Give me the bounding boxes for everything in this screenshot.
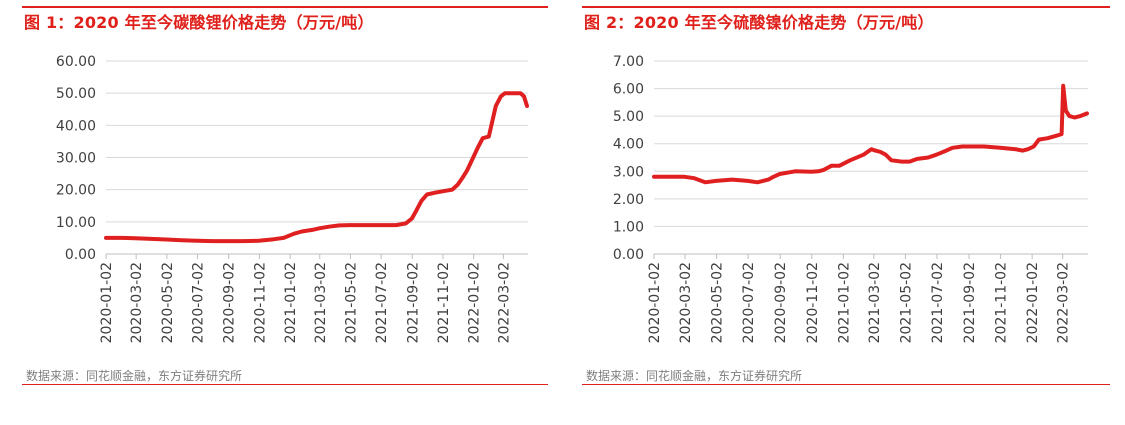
- y-tick-label: 30.00: [56, 151, 96, 167]
- x-tick-label: 2021-11-02: [436, 262, 452, 343]
- x-tick-label: 2022-01-02: [1025, 262, 1041, 343]
- x-tick-label: 2021-01-02: [836, 262, 852, 343]
- x-tick-label: 2020-09-02: [222, 262, 238, 343]
- x-tick-label: 2021-03-02: [867, 262, 883, 343]
- chart-title: 图 2：2020 年至今硫酸镍价格走势（万元/吨）: [584, 13, 934, 32]
- x-tick-label: 2020-03-02: [129, 262, 145, 343]
- x-tick-label: 2021-09-02: [962, 262, 978, 343]
- x-tick-label: 2021-09-02: [405, 262, 421, 343]
- y-tick-label: 4.00: [613, 137, 644, 153]
- x-tick-label: 2021-07-02: [374, 262, 390, 343]
- source-rule: [22, 384, 548, 385]
- x-tick-label: 2020-01-02: [99, 262, 115, 343]
- y-tick-label: 3.00: [613, 164, 644, 180]
- x-tick-label: 2020-07-02: [191, 262, 207, 343]
- source-note: 数据来源：同花顺金融，东方证券研究所: [26, 369, 243, 383]
- y-tick-label: 10.00: [56, 215, 96, 231]
- x-tick-label: 2020-07-02: [741, 262, 757, 343]
- y-tick-label: 6.00: [613, 82, 644, 98]
- x-tick-label: 2020-05-02: [710, 262, 726, 343]
- y-tick-label: 0.00: [65, 247, 96, 263]
- x-tick-label: 2021-01-02: [283, 262, 299, 343]
- source-note: 数据来源：同花顺金融，东方证券研究所: [586, 369, 803, 383]
- x-tick-label: 2021-11-02: [994, 262, 1010, 343]
- series-line: [652, 83, 1089, 185]
- y-tick-label: 40.00: [56, 118, 96, 134]
- chart-title: 图 1：2020 年至今碳酸锂价格走势（万元/吨）: [24, 13, 374, 32]
- lithium-price-chart: 0.00 10.00 20.00 30.00 40.00 50.00 60.00 2020-0…: [56, 54, 529, 343]
- series-line: [104, 91, 529, 244]
- y-tick-label: 20.00: [56, 183, 96, 199]
- x-tick-label: 2022-03-02: [1056, 262, 1072, 343]
- title-rule: [22, 6, 548, 8]
- chart-panel-lithium: 图 1：2020 年至今碳酸锂价格走势（万元/吨） 0.00 10.00 20.00…: [22, 0, 548, 400]
- y-tick-label: 5.00: [613, 109, 644, 125]
- y-tick-label: 0.00: [613, 247, 644, 263]
- x-tick-label: 2020-11-02: [805, 262, 821, 343]
- x-tick-label: 2021-07-02: [930, 262, 946, 343]
- x-tick-label: 2020-09-02: [773, 262, 789, 343]
- title-rule: [582, 6, 1110, 8]
- y-tick-label: 50.00: [56, 86, 96, 102]
- chart-panel-nickel: 图 2：2020 年至今硫酸镍价格走势（万元/吨） 0.00 1.00 2.00 3.…: [582, 0, 1110, 400]
- x-tick-label: 2020-11-02: [252, 262, 268, 343]
- y-tick-label: 7.00: [613, 54, 644, 70]
- x-tick-label: 2021-05-02: [343, 262, 359, 343]
- y-tick-label: 60.00: [56, 54, 96, 70]
- x-tick-label: 2020-05-02: [160, 262, 176, 343]
- x-tick-label: 2022-03-02: [496, 262, 512, 343]
- x-tick-label: 2020-03-02: [678, 262, 694, 343]
- y-tick-label: 2.00: [613, 192, 644, 208]
- y-tick-label: 1.00: [613, 219, 644, 235]
- x-tick-label: 2021-05-02: [898, 262, 914, 343]
- x-tick-label: 2020-01-02: [647, 262, 663, 343]
- nickel-sulfate-price-chart: 0.00 1.00 2.00 3.00 4.00 5.00 6.00 7.00 2020-01-…: [613, 54, 1089, 343]
- source-rule: [582, 384, 1110, 385]
- x-tick-label: 2021-03-02: [313, 262, 329, 343]
- x-tick-label: 2022-01-02: [467, 262, 483, 343]
